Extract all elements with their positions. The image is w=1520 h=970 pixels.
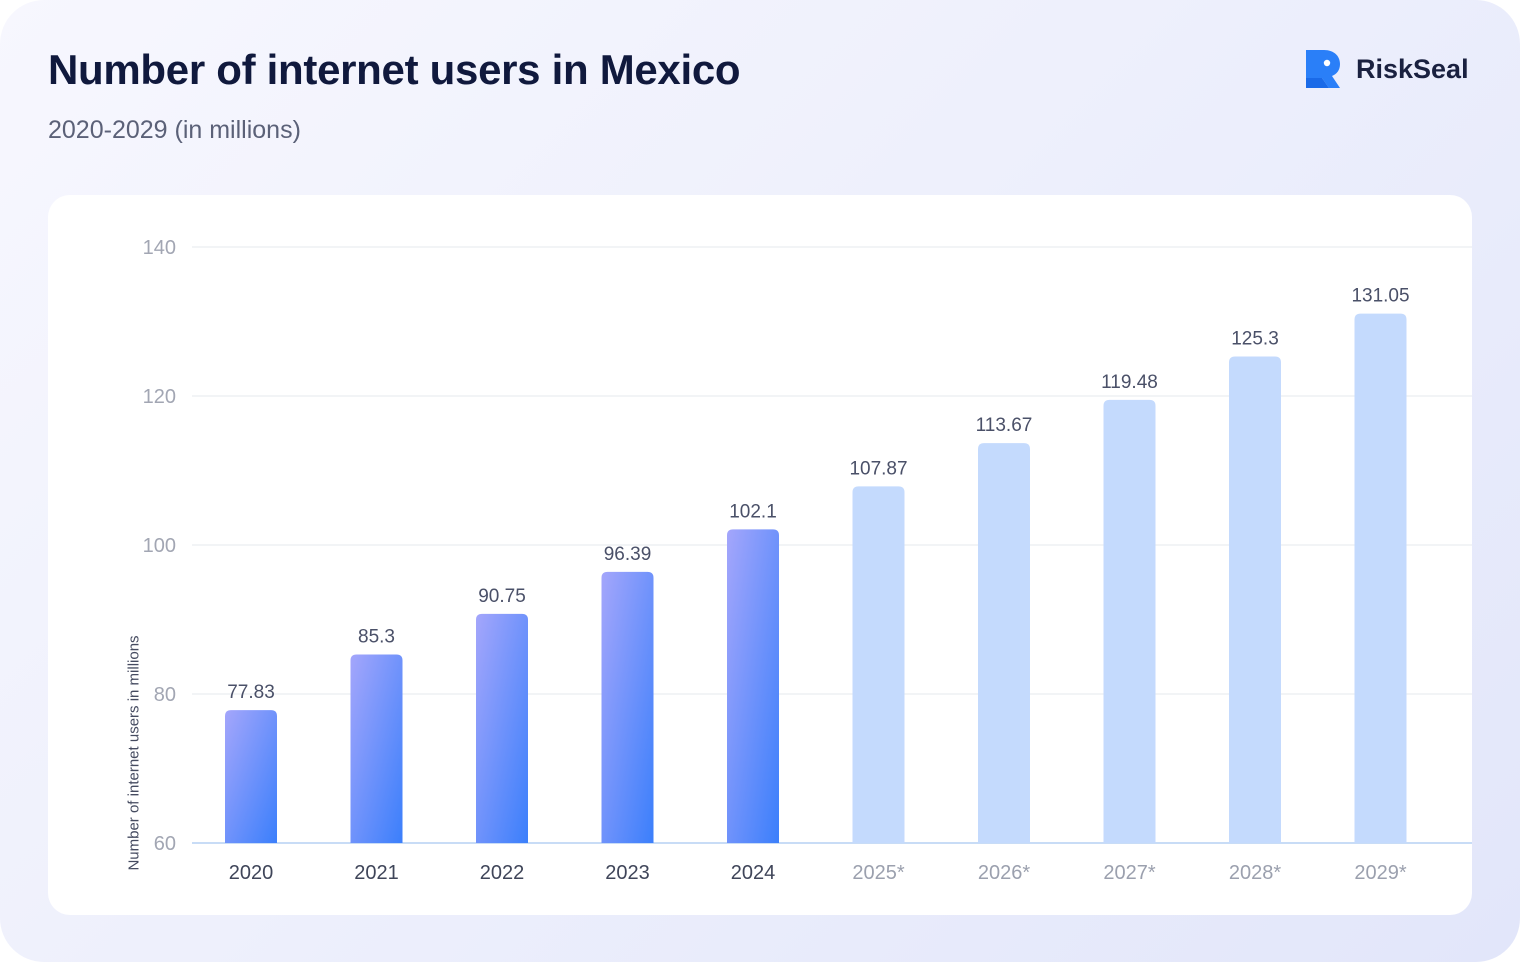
x-tick-label: 2029*: [1354, 862, 1406, 884]
y-tick-label: 140: [143, 237, 176, 259]
y-tick-label: 80: [154, 684, 176, 706]
x-tick-label: 2020: [229, 862, 274, 884]
chart-title: Number of internet users in Mexico: [48, 46, 741, 93]
bar-value-label: 96.39: [604, 544, 652, 565]
bar-value-label: 107.87: [849, 458, 907, 479]
actual-bar: [601, 571, 654, 843]
bar-value-label: 125.3: [1231, 329, 1279, 350]
chart-subtitle: 2020-2029 (in millions): [48, 116, 301, 144]
bar-chart: 60 80 100 120 140 77.83 2020 85.3 2021 90.75 2022 9…: [143, 237, 1472, 884]
forecast-bar: [1229, 356, 1281, 843]
forecast-bar: [852, 486, 905, 843]
bar-value-label: 131.05: [1351, 286, 1409, 307]
actual-bar: [225, 710, 277, 843]
x-tick-label: 2026*: [978, 862, 1030, 884]
bar-value-label: 85.3: [358, 627, 395, 648]
bar-value-label: 77.83: [227, 682, 275, 703]
bar-value-label: 113.67: [976, 415, 1033, 436]
x-tick-label: 2028*: [1229, 862, 1281, 884]
actual-bar: [476, 613, 528, 843]
x-tick-label: 2023: [605, 862, 650, 884]
actual-bar: [350, 654, 403, 843]
forecast-bar: [1354, 313, 1407, 843]
x-tick-label: 2022: [480, 862, 525, 884]
bar-value-label: 90.75: [478, 586, 526, 607]
riskseal-logo-icon: [1306, 50, 1340, 88]
bar-value-label: 119.48: [1101, 372, 1158, 393]
y-tick-label: 60: [154, 833, 176, 855]
y-tick-label: 120: [143, 386, 176, 408]
x-tick-label: 2024: [731, 862, 776, 884]
y-tick-label: 100: [143, 535, 176, 557]
forecast-bar: [978, 443, 1030, 843]
x-tick-label: 2027*: [1103, 862, 1155, 884]
forecast-bar: [1103, 399, 1156, 843]
chart-card: 60 80 100 120 140 77.83 2020 85.3 2021 90.75 2022 9…: [48, 195, 1472, 915]
x-tick-label: 2025*: [852, 862, 904, 884]
brand-logo: RiskSeal: [1302, 48, 1469, 90]
x-tick-label: 2021: [354, 862, 399, 884]
y-axis-title: Number of internet users in millions: [125, 635, 143, 871]
brand-name: RiskSeal: [1356, 53, 1469, 84]
actual-bar: [727, 529, 779, 843]
bar-value-label: 102.1: [729, 501, 777, 522]
